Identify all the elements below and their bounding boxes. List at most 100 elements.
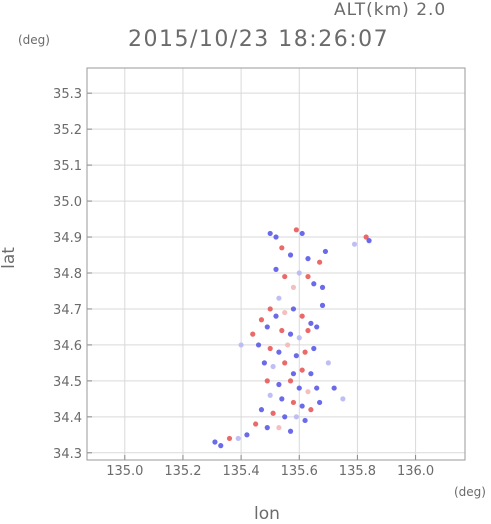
data-point xyxy=(317,259,323,265)
plot-frame xyxy=(86,67,466,461)
data-point xyxy=(282,414,288,420)
data-point xyxy=(218,443,224,449)
data-point xyxy=(308,320,314,326)
y-tick-label: 34.3 xyxy=(53,447,82,462)
data-point xyxy=(282,309,288,316)
x-tick-label: 135.0 xyxy=(106,464,143,479)
data-point xyxy=(322,248,329,255)
y-tick-label: 34.9 xyxy=(53,231,82,246)
data-point xyxy=(287,428,294,434)
data-point xyxy=(293,414,299,420)
data-point xyxy=(308,407,314,413)
data-point xyxy=(273,234,279,240)
data-point xyxy=(331,385,337,391)
data-point xyxy=(293,353,299,359)
y-axis-unit: (deg) xyxy=(18,33,50,47)
data-point xyxy=(264,378,270,384)
data-point xyxy=(276,295,282,301)
data-point xyxy=(351,241,358,247)
data-point xyxy=(250,331,256,337)
altitude-label: ALT(km) 2.0 xyxy=(334,0,447,20)
data-point xyxy=(261,360,267,366)
y-tick-label: 35.1 xyxy=(53,159,82,174)
data-point xyxy=(264,425,270,431)
data-point xyxy=(255,342,262,348)
data-point xyxy=(363,234,369,240)
data-point xyxy=(287,378,294,384)
data-point xyxy=(267,392,273,398)
x-axis-label: lon xyxy=(254,504,280,524)
data-point xyxy=(287,252,294,258)
data-point xyxy=(290,284,297,290)
data-point xyxy=(287,331,294,337)
data-point xyxy=(305,389,311,395)
data-point xyxy=(319,302,326,308)
data-point xyxy=(305,273,311,280)
data-point xyxy=(276,381,282,388)
data-points xyxy=(212,227,372,449)
grid-lines xyxy=(87,68,465,460)
data-point xyxy=(226,435,233,442)
y-tick-label: 35.3 xyxy=(53,87,82,102)
data-point xyxy=(285,342,291,348)
data-point xyxy=(302,417,308,424)
data-point xyxy=(314,324,320,330)
data-point xyxy=(317,399,323,406)
data-point xyxy=(282,273,288,280)
data-point xyxy=(299,313,305,319)
data-point xyxy=(308,371,314,377)
data-point xyxy=(319,284,326,290)
x-axis-unit: (deg) xyxy=(454,485,486,499)
x-tick-label: 135.6 xyxy=(281,464,318,479)
data-point xyxy=(273,313,279,319)
data-point xyxy=(258,407,265,413)
data-point xyxy=(290,306,297,312)
data-point xyxy=(305,256,311,262)
timestamp-title: 2015/10/23 18:26:07 xyxy=(128,27,390,52)
data-point xyxy=(279,327,285,334)
data-point xyxy=(296,270,302,276)
data-point xyxy=(238,342,244,348)
data-point xyxy=(302,349,308,355)
data-point xyxy=(264,324,270,330)
data-point xyxy=(253,421,259,427)
y-tick-label: 35.2 xyxy=(53,123,82,138)
data-point xyxy=(290,371,297,377)
data-point xyxy=(296,335,302,341)
data-point xyxy=(279,396,285,402)
data-point xyxy=(279,245,285,251)
data-point xyxy=(235,435,241,442)
data-point xyxy=(366,238,372,244)
data-point xyxy=(270,410,276,416)
x-tick-label: 135.4 xyxy=(222,464,259,479)
data-point xyxy=(325,360,331,366)
y-tick-label: 34.4 xyxy=(53,411,82,426)
data-point xyxy=(212,439,218,445)
x-tick-label: 135.8 xyxy=(339,464,376,479)
data-point xyxy=(267,306,273,312)
data-point xyxy=(296,385,302,391)
data-point xyxy=(340,396,346,402)
data-point xyxy=(267,230,273,237)
data-point xyxy=(299,230,305,237)
data-point xyxy=(244,432,250,438)
data-point xyxy=(299,403,305,409)
data-point xyxy=(267,345,273,352)
y-tick-label: 34.5 xyxy=(53,375,82,390)
data-point xyxy=(273,266,279,272)
data-point xyxy=(258,317,265,323)
data-point xyxy=(311,281,317,287)
data-point xyxy=(311,345,317,352)
data-point xyxy=(276,349,282,355)
data-point xyxy=(282,360,288,366)
data-point xyxy=(290,399,297,406)
x-tick-label: 136.0 xyxy=(397,464,434,479)
x-tick-label: 135.2 xyxy=(164,464,201,479)
data-point xyxy=(314,385,320,391)
plot-border xyxy=(86,67,466,461)
data-point xyxy=(270,363,276,370)
y-tick-label: 34.8 xyxy=(53,267,82,282)
y-tick-label: 35.0 xyxy=(53,195,82,210)
data-point xyxy=(299,367,305,373)
